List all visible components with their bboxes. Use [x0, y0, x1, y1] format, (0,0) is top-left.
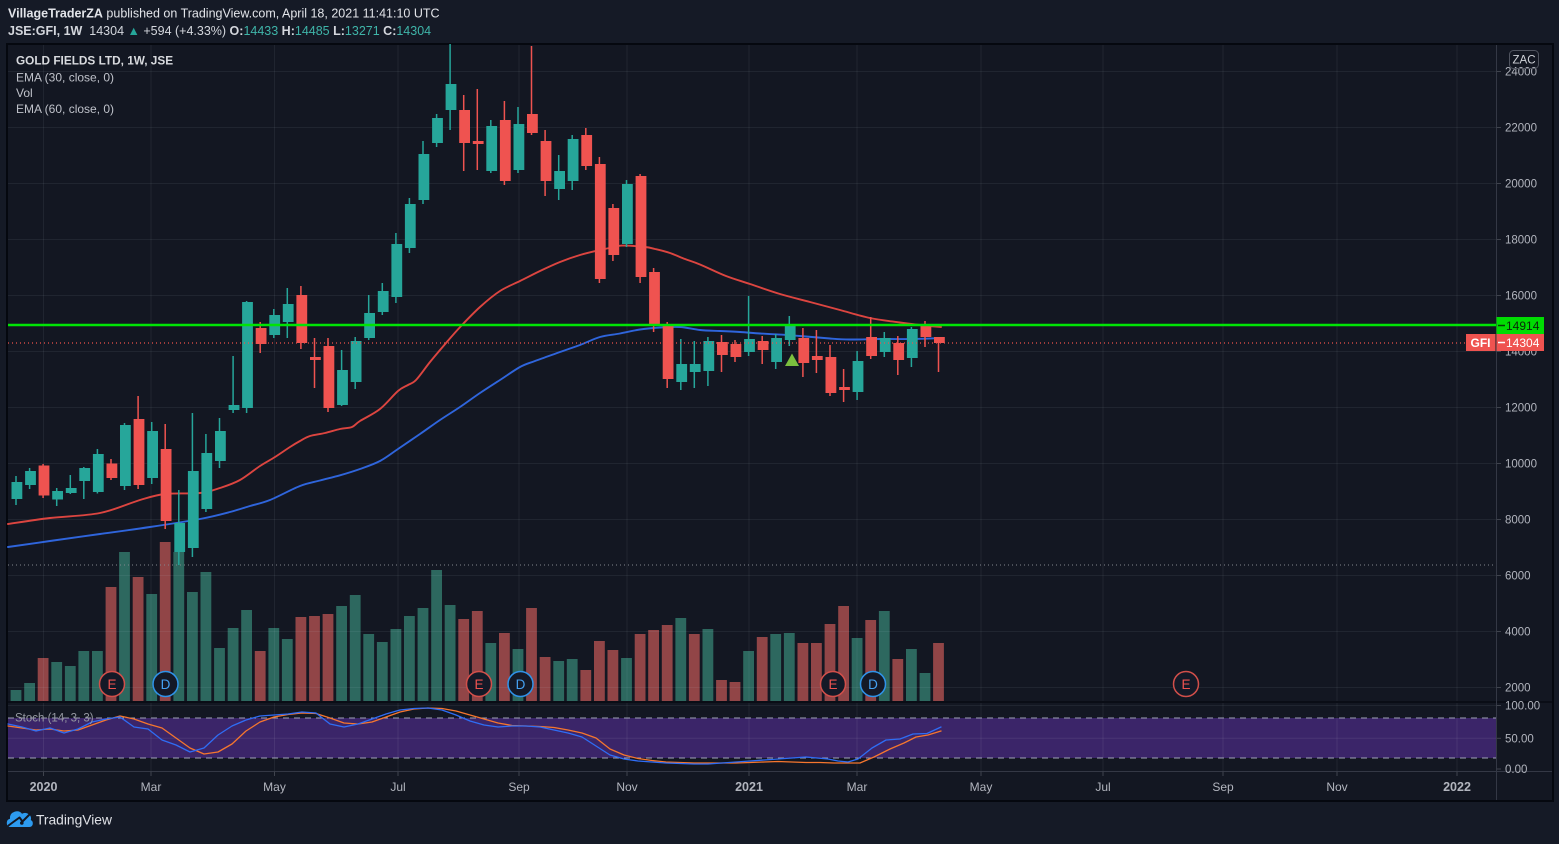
svg-text:10000: 10000 — [1505, 459, 1537, 471]
svg-text:E: E — [107, 677, 116, 692]
svg-text:16000: 16000 — [1505, 291, 1537, 303]
svg-text:Mar: Mar — [847, 780, 868, 794]
svg-text:Nov: Nov — [1326, 780, 1347, 794]
svg-text:ZAC: ZAC — [1513, 55, 1536, 67]
svg-text:Vol: Vol — [16, 86, 33, 100]
svg-text:Stoch (14, 3, 3): Stoch (14, 3, 3) — [15, 713, 94, 725]
svg-text:Nov: Nov — [616, 780, 637, 794]
svg-text:4000: 4000 — [1505, 627, 1531, 639]
svg-text:2022: 2022 — [1443, 780, 1471, 794]
svg-text:D: D — [516, 677, 526, 692]
svg-text:2021: 2021 — [735, 780, 763, 794]
svg-text:2000: 2000 — [1505, 683, 1531, 695]
svg-text:Jul: Jul — [1095, 780, 1110, 794]
svg-text:22000: 22000 — [1505, 123, 1537, 135]
svg-text:GFI: GFI — [1471, 336, 1491, 350]
svg-text:D: D — [161, 677, 171, 692]
svg-text:12000: 12000 — [1505, 403, 1537, 415]
svg-text:EMA (30, close, 0): EMA (30, close, 0) — [16, 71, 114, 85]
svg-text:VillageTraderZA published on T: VillageTraderZA published on TradingView… — [8, 7, 440, 21]
svg-text:18000: 18000 — [1505, 235, 1537, 247]
svg-text:JSE:GFI, 1W 14304 ▲ +594 (+4.: JSE:GFI, 1W 14304 ▲ +594 (+4.33%) O:1443… — [8, 24, 431, 38]
svg-text:14914: 14914 — [1506, 319, 1540, 333]
svg-text:2020: 2020 — [30, 780, 58, 794]
svg-text:Jul: Jul — [390, 780, 405, 794]
svg-text:0.00: 0.00 — [1505, 764, 1527, 776]
svg-text:14304: 14304 — [1506, 336, 1540, 350]
svg-text:E: E — [474, 677, 483, 692]
svg-text:100.00: 100.00 — [1505, 701, 1540, 713]
svg-text:Sep: Sep — [508, 780, 530, 794]
svg-text:Mar: Mar — [141, 780, 162, 794]
svg-text:8000: 8000 — [1505, 515, 1531, 527]
svg-text:24000: 24000 — [1505, 67, 1537, 79]
svg-text:6000: 6000 — [1505, 571, 1531, 583]
svg-text:D: D — [868, 677, 878, 692]
svg-text:E: E — [1181, 677, 1190, 692]
svg-text:May: May — [263, 780, 286, 794]
svg-text:Sep: Sep — [1212, 780, 1234, 794]
svg-text:May: May — [970, 780, 993, 794]
svg-text:TradingView: TradingView — [36, 813, 112, 828]
svg-text:EMA (60, close, 0): EMA (60, close, 0) — [16, 102, 114, 116]
svg-text:20000: 20000 — [1505, 179, 1537, 191]
svg-text:E: E — [828, 677, 837, 692]
svg-text:50.00: 50.00 — [1505, 734, 1534, 746]
svg-text:GOLD FIELDS LTD, 1W, JSE: GOLD FIELDS LTD, 1W, JSE — [16, 54, 173, 68]
